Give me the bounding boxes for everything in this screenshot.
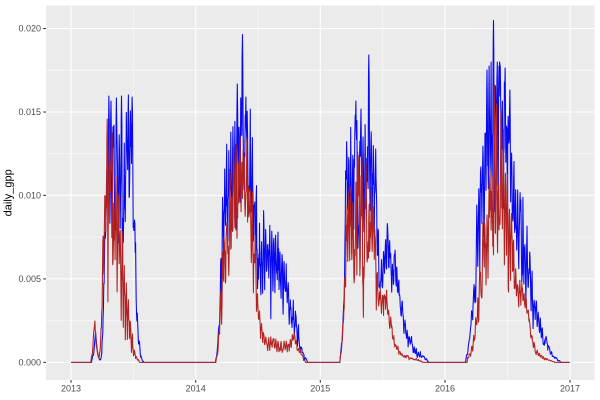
svg-text:daily_gpp: daily_gpp	[3, 169, 15, 216]
svg-text:2013: 2013	[61, 384, 81, 394]
svg-text:2014: 2014	[186, 384, 206, 394]
svg-text:2017: 2017	[560, 384, 580, 394]
svg-text:0.010: 0.010	[18, 191, 41, 201]
svg-text:0.015: 0.015	[18, 107, 41, 117]
svg-text:0.005: 0.005	[18, 274, 41, 284]
svg-text:2016: 2016	[435, 384, 455, 394]
svg-text:0.020: 0.020	[18, 24, 41, 34]
svg-text:0.000: 0.000	[18, 358, 41, 368]
svg-text:2015: 2015	[310, 384, 330, 394]
